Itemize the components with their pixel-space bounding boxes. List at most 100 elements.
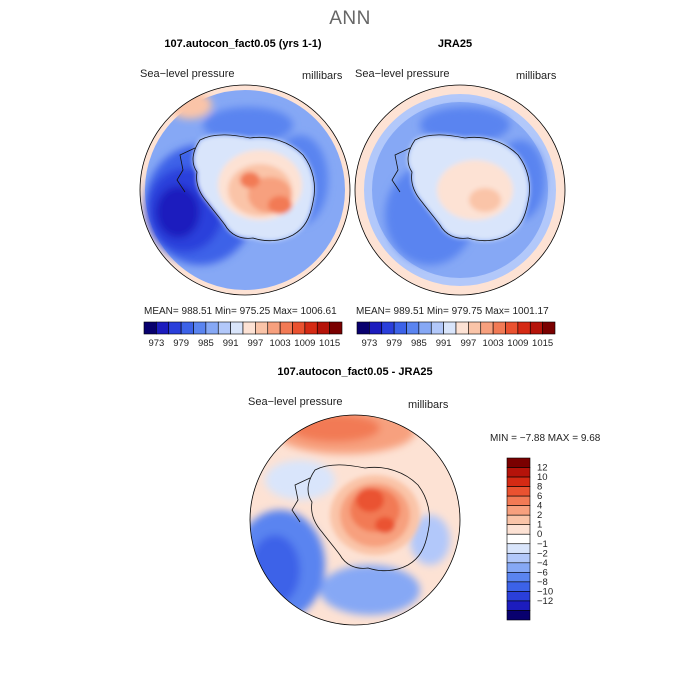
diff-colorbar-tick-label: −6 bbox=[537, 567, 548, 578]
model-panel-heading: 107.autocon_fact0.05 (yrs 1-1) bbox=[164, 38, 322, 50]
diff-colorbar-swatch bbox=[506, 591, 531, 602]
obs-colorbar-swatch bbox=[492, 321, 506, 335]
model-colorbar-tick-label: 997 bbox=[247, 338, 263, 349]
diff-variable-label: Sea−level pressure bbox=[248, 396, 343, 408]
diff-colorbar-swatch bbox=[506, 552, 531, 564]
model-colorbar-swatch bbox=[267, 321, 281, 335]
model-colorbar-tick-label: 979 bbox=[173, 338, 189, 349]
diff-colorbar-swatch bbox=[506, 476, 531, 487]
obs-stats: MEAN= 989.51 Min= 979.75 Max= 1001.17 bbox=[356, 306, 549, 317]
obs-colorbar-swatch bbox=[480, 321, 494, 335]
model-colorbar-swatch bbox=[304, 321, 318, 335]
diff-colorbar-swatch bbox=[506, 486, 531, 497]
obs-variable-label: Sea−level pressure bbox=[355, 68, 450, 80]
model-colorbar-swatch bbox=[279, 321, 293, 335]
obs-colorbar-tick-label: 973 bbox=[361, 338, 377, 349]
model-colorbar-tick-label: 973 bbox=[148, 338, 164, 349]
model-colorbar-swatch bbox=[242, 321, 256, 335]
obs-colorbar-swatch bbox=[468, 321, 482, 335]
obs-colorbar-tick-label: 991 bbox=[436, 338, 452, 349]
obs-colorbar-swatch bbox=[505, 321, 519, 335]
diff-panel-heading: 107.autocon_fact0.05 - JRA25 bbox=[277, 366, 433, 378]
model-colorbar-tick-label: 1009 bbox=[294, 338, 315, 349]
diff-stats: MIN = −7.88 MAX = 9.68 bbox=[490, 433, 601, 444]
model-map bbox=[139, 84, 351, 296]
diff-colorbar-tick-label: 12 bbox=[537, 463, 548, 474]
model-colorbar-swatch bbox=[329, 321, 343, 335]
diff-colorbar-swatch bbox=[506, 600, 531, 611]
model-colorbar-swatch bbox=[205, 321, 219, 335]
model-colorbar-tick-label: 1015 bbox=[319, 338, 340, 349]
diff-colorbar-tick-label: −12 bbox=[537, 596, 553, 607]
model-colorbar-tick-label: 991 bbox=[223, 338, 239, 349]
obs-colorbar-swatch bbox=[529, 321, 543, 335]
diff-colorbar-tick-label: −8 bbox=[537, 577, 548, 588]
model-colorbar-tick-label: 1003 bbox=[270, 338, 291, 349]
obs-colorbar-swatch bbox=[418, 321, 432, 335]
diff-colorbar-tick-label: −10 bbox=[537, 586, 553, 597]
obs-colorbar-swatch bbox=[381, 321, 395, 335]
obs-colorbar-tick-label: 1003 bbox=[483, 338, 504, 349]
diff-colorbar-tick-label: 10 bbox=[537, 472, 548, 483]
model-units-label: millibars bbox=[302, 70, 343, 82]
obs-colorbar-tick-label: 997 bbox=[460, 338, 476, 349]
model-colorbar-swatch bbox=[255, 321, 269, 335]
model-variable-label: Sea−level pressure bbox=[140, 68, 235, 80]
diff-colorbar-tick-label: −2 bbox=[537, 548, 548, 559]
model-colorbar-swatch bbox=[230, 321, 244, 335]
obs-colorbar-tick-label: 1009 bbox=[507, 338, 528, 349]
diff-colorbar-tick-label: 2 bbox=[537, 510, 542, 521]
obs-colorbar-swatch bbox=[430, 321, 444, 335]
diff-colorbar-swatch bbox=[506, 533, 531, 545]
obs-colorbar-tick-label: 979 bbox=[386, 338, 402, 349]
obs-colorbar-swatch bbox=[406, 321, 420, 335]
diff-colorbar-swatch bbox=[506, 572, 531, 583]
obs-colorbar-swatch bbox=[443, 321, 457, 335]
diff-colorbar-tick-label: 0 bbox=[537, 529, 542, 540]
model-colorbar-swatch bbox=[292, 321, 306, 335]
diff-colorbar-swatch bbox=[506, 505, 531, 516]
model-colorbar-swatch bbox=[180, 321, 194, 335]
obs-colorbar-swatch bbox=[356, 321, 370, 335]
obs-colorbar-tick-label: 1015 bbox=[532, 338, 553, 349]
diff-colorbar-tick-label: 6 bbox=[537, 491, 542, 502]
diff-units-label: millibars bbox=[408, 399, 449, 411]
model-colorbar: 973 979 985 991 997 1003 1009 1015 bbox=[143, 321, 343, 349]
diff-colorbar-tick-label: −4 bbox=[537, 558, 548, 569]
model-colorbar-tick-label: 985 bbox=[198, 338, 214, 349]
diff-colorbar-tick-label: −1 bbox=[537, 539, 548, 550]
diff-map bbox=[249, 414, 461, 626]
diff-colorbar-swatch bbox=[506, 562, 531, 573]
obs-colorbar-tick-label: 985 bbox=[411, 338, 427, 349]
obs-map bbox=[354, 84, 566, 296]
diff-colorbar-swatch bbox=[506, 581, 531, 592]
obs-colorbar: 973 979 985 991 997 1003 1009 1015 bbox=[356, 321, 556, 349]
diff-colorbar-swatch bbox=[506, 524, 531, 535]
model-colorbar-swatch bbox=[143, 321, 157, 335]
diff-colorbar-tick-label: 8 bbox=[537, 482, 542, 493]
diff-colorbar-swatch bbox=[506, 610, 531, 621]
obs-colorbar-swatch bbox=[369, 321, 383, 335]
diff-colorbar-swatch bbox=[506, 457, 531, 468]
obs-colorbar-swatch bbox=[517, 321, 531, 335]
obs-panel-heading: JRA25 bbox=[437, 38, 473, 50]
figure-title: ANN bbox=[329, 8, 371, 29]
diff-colorbar-swatch bbox=[506, 467, 531, 478]
obs-colorbar-swatch bbox=[455, 321, 469, 335]
diff-colorbar-swatch bbox=[506, 514, 531, 526]
diff-colorbar-tick-label: 1 bbox=[537, 520, 542, 531]
obs-units-label: millibars bbox=[516, 70, 557, 82]
diff-colorbar-tick-label: 4 bbox=[537, 501, 542, 512]
model-colorbar-swatch bbox=[316, 321, 330, 335]
diff-colorbar-swatch bbox=[506, 495, 531, 506]
model-colorbar-swatch bbox=[168, 321, 182, 335]
model-stats: MEAN= 988.51 Min= 975.25 Max= 1006.61 bbox=[144, 306, 337, 317]
obs-colorbar-swatch bbox=[542, 321, 556, 335]
model-colorbar-swatch bbox=[193, 321, 207, 335]
model-colorbar-swatch bbox=[217, 321, 231, 335]
diff-colorbar-swatch bbox=[506, 543, 531, 554]
model-colorbar-swatch bbox=[156, 321, 170, 335]
obs-colorbar-swatch bbox=[393, 321, 407, 335]
